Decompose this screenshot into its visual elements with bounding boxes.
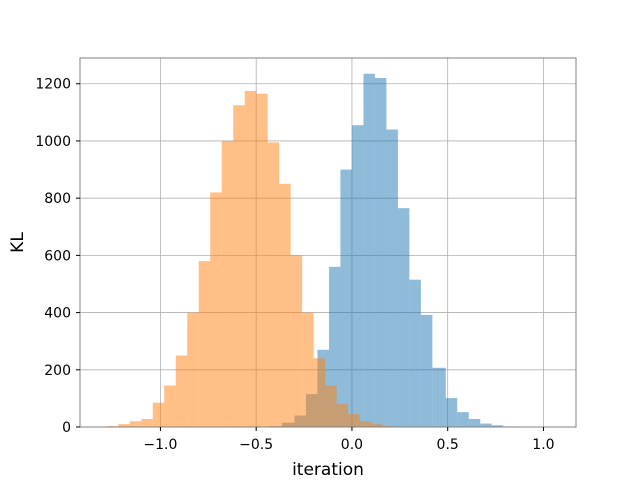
series-0-bar-12: [409, 279, 421, 427]
y-tick-label-5: 1000: [35, 134, 71, 150]
x-tick-label-3: 0.5: [437, 437, 459, 453]
y-tick-label-6: 1200: [35, 77, 71, 93]
x-tick-label-2: 0.0: [341, 437, 363, 453]
series-1-bar-3: [141, 418, 153, 427]
series-1-bar-7: [187, 312, 199, 427]
y-axis-title: KL: [8, 232, 28, 253]
x-tick-label-1: −0.5: [239, 437, 273, 453]
series-1-bar-11: [233, 105, 245, 427]
series-1-bar-4: [152, 402, 165, 427]
series-0-bar-11: [397, 208, 410, 427]
x-tick-label-0: −1.0: [143, 437, 177, 453]
series-0-bar-19: [491, 425, 504, 427]
x-axis-title: iteration: [292, 460, 364, 480]
series-0-bar-5: [328, 266, 341, 427]
y-tick-label-0: 0: [62, 420, 71, 436]
axis-ticks: −1.0 −0.5 0.0 0.5 1.0 0 200 400 600 800 1000 1200: [35, 77, 554, 453]
series-1-bar-20: [336, 404, 349, 427]
series-0-bar-18: [480, 423, 492, 427]
series-1-bar-21: [348, 414, 360, 427]
series-1-bar-16: [290, 255, 303, 427]
series-0-bar-15: [445, 398, 458, 427]
series-1-bar-13: [256, 93, 268, 428]
series-1-bar-10: [221, 140, 234, 427]
y-tick-label-2: 400: [44, 306, 71, 322]
series-1-bar-17: [302, 312, 314, 427]
series-1-bar-18: [313, 358, 326, 427]
series-0-bar-14: [432, 367, 446, 427]
series-0-bar-10: [386, 129, 398, 427]
series-1-bar-23: [371, 424, 383, 427]
series-1-bar-15: [279, 183, 291, 427]
histogram-bars: [106, 73, 515, 428]
x-tick-label-4: 1.0: [532, 437, 554, 453]
series-1-bar-1: [118, 424, 130, 427]
series-1-bar-19: [325, 385, 337, 427]
series-1-bar-5: [164, 385, 176, 427]
y-tick-label-1: 200: [44, 363, 71, 379]
series-1-bar-8: [198, 261, 211, 427]
series-1-bar-14: [267, 142, 280, 427]
series-1-bar-6: [175, 355, 188, 427]
y-tick-label-4: 800: [44, 191, 71, 207]
series-0-bar-7: [351, 125, 364, 427]
series-1-bar-12: [244, 90, 257, 427]
series-1-bar-22: [359, 421, 372, 427]
series-0-bar-13: [420, 314, 433, 427]
plot-area-frame: [79, 57, 577, 428]
series-1-bar-2: [129, 421, 142, 427]
series-0-bar-8: [363, 73, 375, 428]
series-0-bar-9: [374, 78, 387, 427]
series-0-bar-6: [340, 169, 352, 427]
series-1-bar-9: [210, 192, 222, 427]
series-0-bar-16: [457, 412, 469, 427]
series-0-bar-17: [468, 418, 481, 427]
y-tick-label-3: 600: [44, 248, 71, 264]
